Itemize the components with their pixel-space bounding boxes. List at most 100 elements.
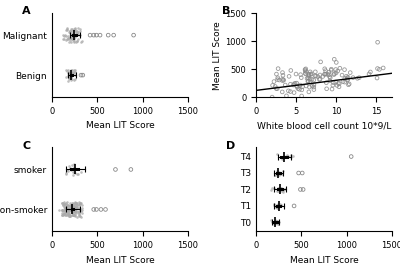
- Point: [367, 70, 374, 74]
- Point: [68, 36, 74, 40]
- Point: [288, 153, 294, 157]
- Point: [274, 204, 280, 209]
- Point: [71, 203, 78, 208]
- Point: [68, 75, 74, 79]
- Point: [63, 172, 70, 176]
- Point: [69, 163, 75, 167]
- Point: [275, 220, 281, 224]
- Point: [72, 29, 78, 33]
- Point: [71, 208, 78, 212]
- Point: [72, 35, 78, 39]
- Point: [324, 87, 330, 91]
- Point: [66, 75, 73, 80]
- Point: [61, 205, 67, 209]
- Point: [274, 78, 281, 82]
- Point: [70, 173, 76, 177]
- Point: [339, 73, 345, 77]
- Point: [75, 26, 81, 31]
- Point: [62, 211, 68, 215]
- Point: [340, 79, 346, 84]
- Point: [65, 36, 72, 40]
- Point: [274, 87, 280, 91]
- Point: [322, 72, 328, 76]
- Point: [309, 77, 315, 81]
- Point: [305, 76, 311, 80]
- Point: [272, 173, 278, 177]
- Point: [70, 204, 76, 208]
- Point: [274, 219, 280, 223]
- Point: [73, 209, 79, 213]
- Point: [285, 154, 292, 158]
- Point: [65, 74, 72, 78]
- Point: [67, 29, 73, 33]
- Point: [67, 38, 74, 42]
- Point: [59, 201, 65, 205]
- Point: [274, 219, 281, 223]
- Point: [59, 208, 65, 213]
- Point: [74, 206, 80, 210]
- Point: [68, 70, 74, 74]
- Point: [62, 33, 69, 37]
- Point: [67, 72, 73, 76]
- Point: [60, 212, 66, 216]
- Point: [70, 165, 77, 169]
- Point: [342, 80, 348, 84]
- Point: [270, 186, 277, 190]
- Point: [70, 204, 77, 208]
- Point: [65, 37, 71, 41]
- Point: [68, 206, 74, 211]
- Point: [322, 68, 329, 73]
- Point: [271, 79, 277, 84]
- Point: [61, 211, 68, 215]
- Point: [59, 211, 65, 215]
- Point: [67, 214, 74, 218]
- Point: [74, 205, 80, 209]
- Point: [70, 201, 76, 205]
- Point: [71, 209, 78, 213]
- Point: [276, 172, 283, 176]
- Point: [70, 205, 77, 210]
- Point: [65, 68, 72, 72]
- Point: [269, 83, 276, 88]
- Point: [276, 220, 282, 224]
- Point: [269, 185, 275, 190]
- Point: [280, 169, 286, 173]
- Point: [63, 206, 69, 210]
- Point: [78, 215, 84, 219]
- Point: [74, 39, 80, 43]
- Point: [268, 218, 274, 222]
- Point: [70, 38, 77, 42]
- Point: [270, 220, 276, 224]
- Point: [78, 211, 85, 215]
- Point: [279, 188, 286, 192]
- Point: [272, 84, 278, 89]
- Point: [271, 203, 277, 208]
- Point: [61, 202, 68, 206]
- Point: [72, 205, 79, 209]
- Point: [328, 67, 334, 71]
- Point: [70, 170, 76, 174]
- Point: [66, 209, 72, 214]
- Point: [64, 204, 71, 208]
- Point: [67, 204, 73, 208]
- Point: [276, 173, 282, 177]
- Point: [283, 94, 290, 98]
- Point: [63, 205, 69, 209]
- Point: [74, 28, 80, 33]
- Point: [68, 36, 74, 41]
- Point: [335, 81, 342, 85]
- Point: [97, 33, 103, 37]
- Point: [64, 200, 70, 204]
- Point: [66, 31, 73, 35]
- Point: [76, 200, 82, 204]
- Point: [69, 27, 76, 31]
- Point: [327, 79, 333, 83]
- Point: [69, 71, 76, 75]
- Point: [274, 189, 280, 193]
- Point: [275, 205, 281, 209]
- Point: [271, 218, 278, 222]
- Point: [68, 33, 75, 37]
- Point: [62, 213, 68, 218]
- Point: [72, 200, 78, 204]
- Point: [66, 206, 73, 210]
